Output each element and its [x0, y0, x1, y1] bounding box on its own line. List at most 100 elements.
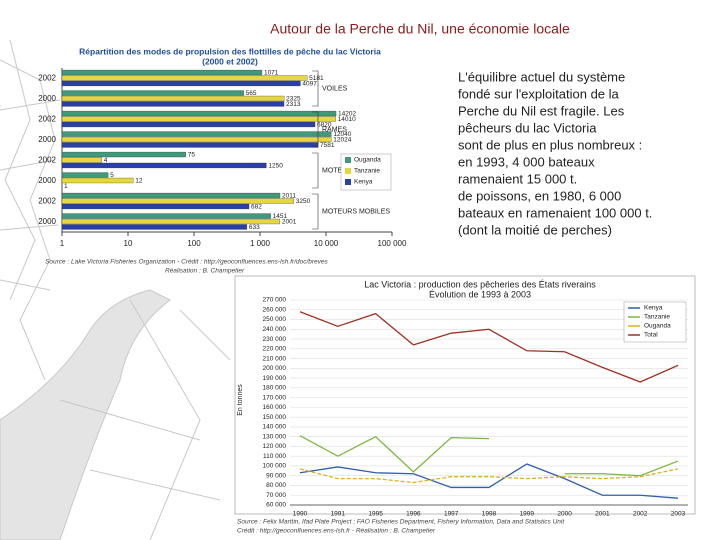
y-tick-label: 120 000: [263, 443, 287, 450]
chart-propulsion: Répartition des modes de propulsion des …: [38, 46, 407, 274]
value-label: 1: [64, 183, 68, 190]
legend-label: Ouganda: [644, 323, 671, 330]
y-tick-label: 2002: [38, 155, 56, 164]
legend-label: Tanzanie: [354, 168, 380, 175]
x-tick-label: 100 000: [378, 239, 407, 248]
bar: [61, 136, 332, 143]
bar: [61, 172, 109, 178]
value-label: 6820: [317, 121, 332, 128]
value-label: 682: [251, 203, 262, 210]
bar: [61, 151, 186, 158]
value-label: 5181: [309, 75, 324, 82]
value-label: 1451: [273, 213, 288, 220]
value-label: 2313: [286, 101, 301, 108]
map-background: [0, 39, 231, 540]
value-label: 4: [104, 157, 108, 164]
paragraph-line: bateaux en ramenaient 100 000 t.: [458, 205, 652, 220]
value-label: 565: [246, 90, 257, 97]
series-line: [299, 435, 679, 477]
source: Réalisation : B. Champetier: [165, 268, 245, 275]
annotation: RAMES: [322, 126, 347, 133]
bar: [61, 224, 248, 230]
legend-label: Tanzanie: [644, 314, 670, 321]
y-tick-label: 60 000: [266, 502, 286, 509]
legend-label: Total: [644, 332, 658, 339]
bar: [61, 90, 244, 96]
y-tick-label: 190 000: [263, 375, 287, 382]
y-tick-label: 130 000: [263, 433, 287, 440]
value-label: 1250: [268, 162, 283, 169]
value-label: 14010: [338, 116, 356, 123]
y-axis-label: En tonnes: [237, 384, 244, 416]
bar: [61, 177, 134, 184]
bar: [61, 95, 285, 102]
paragraph-line: fondé sur l'exploitation de la: [458, 86, 620, 101]
source: Crédit : http://geoconfluences.ens-lsh.f…: [237, 528, 436, 535]
annotation-brace: [312, 152, 319, 189]
source: Source : Lake Victoria Fisheries Organiz…: [45, 259, 329, 266]
chart-subtitle: Évolution de 1993 à 2003: [429, 289, 531, 299]
paragraph-line: en 1993, 4 000 bateaux: [458, 154, 595, 169]
y-tick-label: 2000: [38, 94, 56, 103]
value-label: 633: [249, 224, 260, 231]
value-label: 12: [135, 177, 143, 184]
value-label: 2001: [282, 218, 297, 225]
source: Source : Felix Marttin, Ifad Plate Proje…: [237, 519, 565, 526]
chart-title: Lac Victoria : production des pêcheries …: [364, 279, 596, 289]
y-tick-label: 270 000: [263, 297, 287, 304]
bar: [61, 203, 250, 210]
bar: [61, 121, 316, 128]
legend-label: Kenya: [354, 179, 373, 186]
slide-title: Autour de la Perche du Nil, une économie…: [270, 21, 570, 37]
y-tick-label: 240 000: [263, 326, 287, 333]
x-tick-label: 1990: [293, 511, 308, 518]
y-tick-label: 150 000: [263, 414, 287, 421]
paragraph: L'équilibre actuel du système fondé sur l…: [458, 69, 652, 237]
y-tick-label: 70 000: [266, 492, 286, 499]
value-label: 4097: [302, 80, 317, 87]
annotation-brace: [312, 193, 319, 230]
y-tick-label: 80 000: [266, 482, 286, 489]
value-label: 7581: [320, 142, 335, 149]
bar: [61, 69, 263, 76]
y-tick-label: 170 000: [263, 394, 287, 401]
value-label: 2325: [286, 95, 301, 102]
x-tick-label: 1999: [520, 511, 535, 518]
value-label: 14202: [338, 111, 356, 118]
y-tick-label: 230 000: [263, 336, 287, 343]
bar: [61, 101, 285, 107]
x-tick-label: 2003: [671, 511, 686, 518]
x-tick-label: 10: [124, 239, 133, 248]
y-tick-label: 210 000: [263, 355, 287, 362]
x-tick-label: 2002: [633, 511, 648, 518]
x-tick-label: 2000: [557, 511, 572, 518]
paragraph-line: L'équilibre actuel du système: [458, 69, 625, 84]
bar: [61, 110, 337, 117]
x-tick-label: 1: [60, 239, 65, 248]
bar: [61, 75, 308, 81]
y-tick-label: 110 000: [263, 453, 286, 460]
bar: [61, 213, 271, 219]
bar: [61, 198, 294, 204]
x-tick-label: 2001: [595, 511, 610, 518]
y-tick-label: 90 000: [266, 472, 286, 479]
y-tick-label: 2002: [38, 196, 56, 205]
x-tick-label: 1998: [482, 511, 497, 518]
y-tick-label: 180 000: [263, 385, 287, 392]
legend-swatch: [345, 157, 351, 163]
y-tick-label: 260 000: [263, 306, 287, 313]
y-tick-label: 2000: [38, 217, 56, 226]
y-tick-label: 2002: [38, 114, 56, 123]
series-line: [299, 311, 679, 383]
legend-swatch: [345, 179, 351, 185]
bar: [61, 116, 336, 122]
legend-label: Ouganda: [354, 157, 381, 164]
x-tick-label: 1995: [368, 511, 383, 518]
paragraph-line: Perche du Nil est fragile. Les: [458, 103, 625, 118]
bar: [61, 162, 267, 169]
x-tick-label: 1991: [331, 511, 346, 518]
bar: [61, 142, 319, 148]
value-label: 75: [188, 152, 196, 159]
